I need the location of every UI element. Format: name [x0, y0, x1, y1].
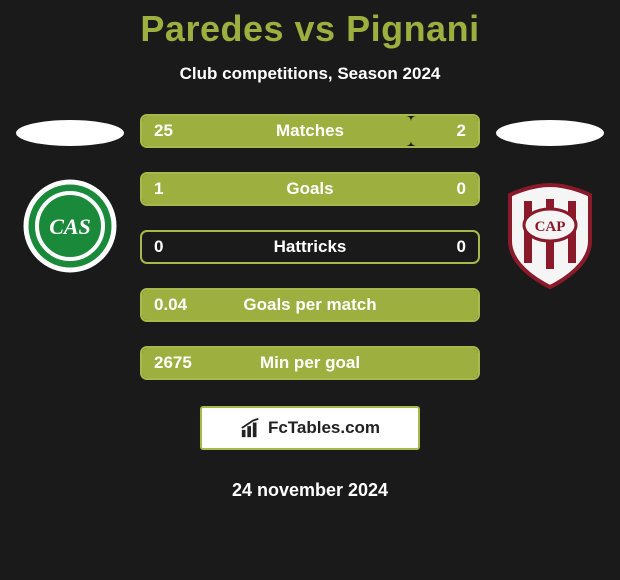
stat-value-left: 2675: [142, 353, 222, 373]
stat-value-left: 0: [142, 237, 222, 257]
chart-icon: [240, 417, 262, 439]
stat-value-right: 0: [398, 179, 478, 199]
stat-label: Goals: [222, 179, 398, 199]
stat-label: Min per goal: [222, 353, 398, 373]
stat-label: Hattricks: [222, 237, 398, 257]
left-column: CAS: [10, 114, 130, 276]
stat-value-right: 2: [398, 121, 478, 141]
player-silhouette-right: [496, 120, 604, 146]
right-column: CAP: [490, 114, 610, 286]
team-badge-left: CAS: [20, 176, 120, 276]
page-title: Paredes vs Pignani: [0, 8, 620, 50]
shield-icon: CAP: [500, 181, 600, 291]
stats-column: 25Matches21Goals00Hattricks00.04Goals pe…: [130, 114, 490, 501]
stat-label: Goals per match: [222, 295, 398, 315]
player-silhouette-left: [16, 120, 124, 146]
stat-bar: 1Goals0: [140, 172, 480, 206]
brand-box[interactable]: FcTables.com: [200, 406, 420, 450]
stat-bar: 2675Min per goal: [140, 346, 480, 380]
comparison-card: Paredes vs Pignani Club competitions, Se…: [0, 0, 620, 501]
svg-text:CAS: CAS: [49, 214, 91, 239]
shield-icon: CAS: [20, 176, 120, 276]
team-badge-right: CAP: [500, 186, 600, 286]
stat-bar: 0Hattricks0: [140, 230, 480, 264]
stat-label: Matches: [222, 121, 398, 141]
svg-text:CAP: CAP: [535, 219, 566, 235]
stat-value-left: 1: [142, 179, 222, 199]
stat-bar: 25Matches2: [140, 114, 480, 148]
stat-bar: 0.04Goals per match: [140, 288, 480, 322]
subtitle: Club competitions, Season 2024: [0, 64, 620, 84]
stat-value-left: 0.04: [142, 295, 222, 315]
brand-text: FcTables.com: [268, 418, 380, 438]
date-line: 24 november 2024: [130, 480, 490, 501]
main-row: CAS 25Matches21Goals00Hattricks00.04Goal…: [0, 114, 620, 501]
stat-value-right: 0: [398, 237, 478, 257]
stat-value-left: 25: [142, 121, 222, 141]
